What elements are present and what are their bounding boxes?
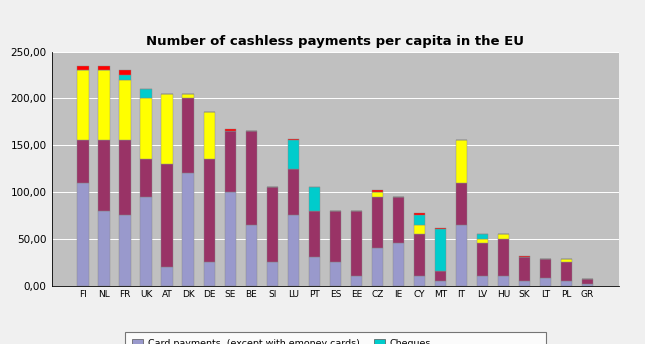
Bar <box>161 94 173 164</box>
Bar <box>519 257 530 281</box>
Bar <box>372 248 383 286</box>
Bar <box>372 192 383 197</box>
Bar <box>77 66 89 70</box>
Bar <box>498 234 510 239</box>
Bar <box>456 140 467 183</box>
Bar <box>413 214 425 215</box>
Bar <box>288 140 299 169</box>
Bar <box>308 211 320 257</box>
Legend: Card payments  (except with emoney cards), Credit transfers, Direct debits, Cheq: Card payments (except with emoney cards)… <box>125 332 546 344</box>
Bar <box>308 187 320 211</box>
Bar <box>330 262 341 286</box>
Bar <box>119 80 131 140</box>
Bar <box>119 70 131 75</box>
Bar <box>561 281 572 286</box>
Bar <box>77 70 89 140</box>
Bar <box>204 262 215 286</box>
Bar <box>141 98 152 159</box>
Bar <box>77 140 89 183</box>
Bar <box>561 259 572 262</box>
Bar <box>351 276 362 286</box>
Bar <box>161 267 173 286</box>
Bar <box>246 131 257 225</box>
Bar <box>99 140 110 211</box>
Bar <box>99 66 110 70</box>
Bar <box>119 215 131 286</box>
Bar <box>435 227 446 229</box>
Bar <box>393 244 404 286</box>
Bar <box>183 173 194 286</box>
Bar <box>224 131 236 192</box>
Bar <box>266 187 278 262</box>
Bar <box>477 239 488 244</box>
Bar <box>519 281 530 286</box>
Bar <box>308 257 320 286</box>
Bar <box>413 276 425 286</box>
Bar <box>183 94 194 98</box>
Bar <box>204 159 215 262</box>
Bar <box>456 183 467 225</box>
Bar <box>119 75 131 80</box>
Bar <box>266 262 278 286</box>
Bar <box>393 197 404 244</box>
Bar <box>99 211 110 286</box>
Bar <box>519 256 530 257</box>
Bar <box>561 262 572 281</box>
Bar <box>456 225 467 286</box>
Bar <box>224 129 236 131</box>
Bar <box>540 259 551 278</box>
Bar <box>372 190 383 192</box>
Bar <box>183 98 194 173</box>
Bar <box>477 276 488 286</box>
Bar <box>477 244 488 276</box>
Bar <box>288 169 299 215</box>
Bar <box>204 112 215 159</box>
Bar <box>498 276 510 286</box>
Bar <box>582 279 593 284</box>
Bar <box>141 89 152 98</box>
Bar <box>141 159 152 197</box>
Bar <box>435 281 446 286</box>
Bar <box>540 278 551 286</box>
Bar <box>413 215 425 225</box>
Bar <box>413 225 425 234</box>
Title: Number of cashless payments per capita in the EU: Number of cashless payments per capita i… <box>146 35 524 48</box>
Bar <box>435 271 446 281</box>
Bar <box>77 183 89 286</box>
Bar <box>435 229 446 271</box>
Bar <box>498 239 510 276</box>
Bar <box>99 70 110 140</box>
Bar <box>413 234 425 276</box>
Bar <box>582 284 593 286</box>
Bar <box>372 197 383 248</box>
Bar <box>246 225 257 286</box>
Bar <box>141 197 152 286</box>
Bar <box>351 211 362 276</box>
Bar <box>477 234 488 239</box>
Bar <box>119 140 131 215</box>
Bar <box>224 192 236 286</box>
Bar <box>330 211 341 262</box>
Bar <box>161 164 173 267</box>
Bar <box>288 215 299 286</box>
Bar <box>288 139 299 140</box>
